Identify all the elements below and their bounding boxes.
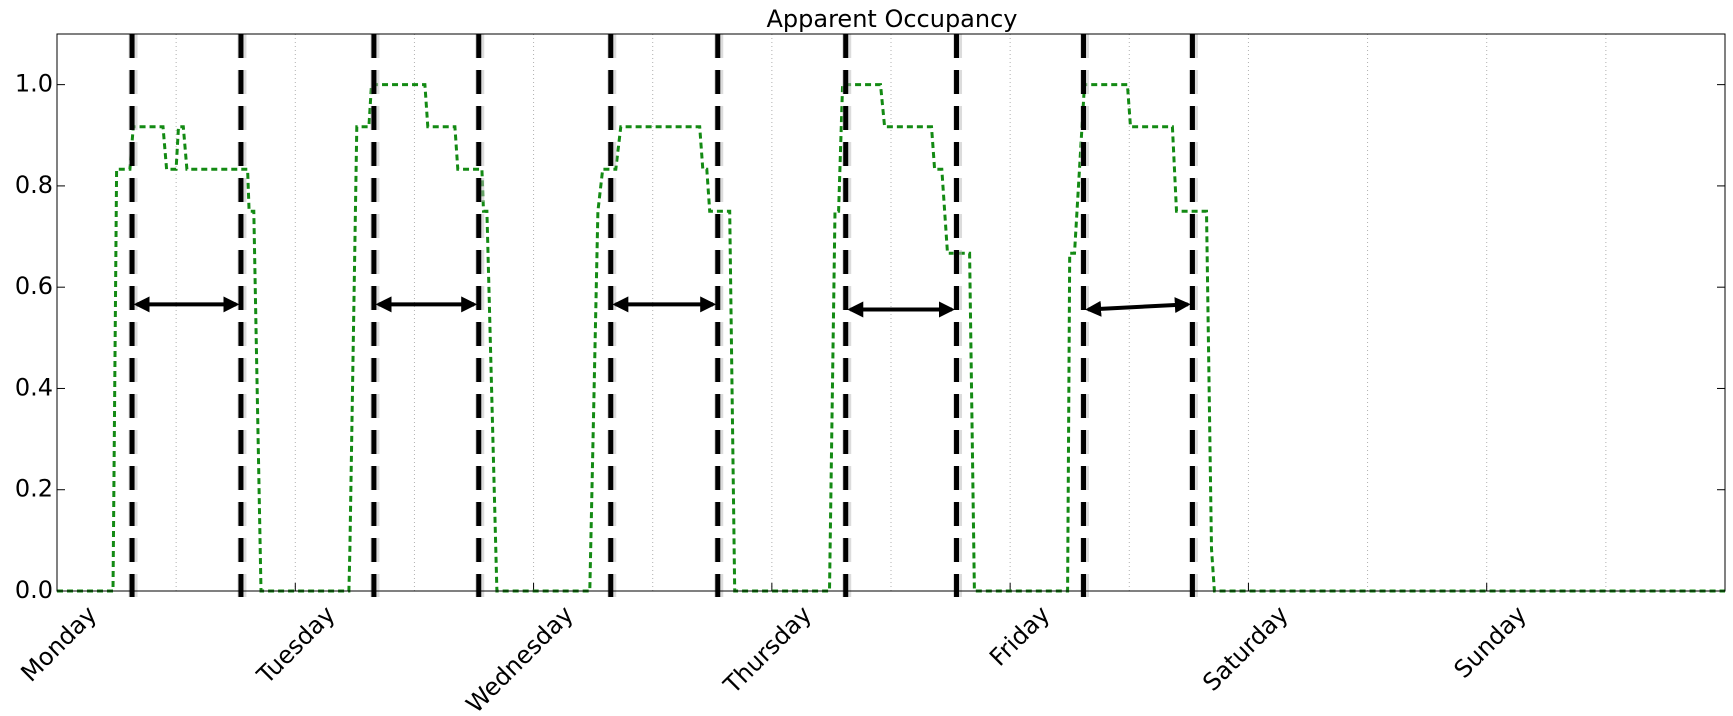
x-tick-label: Saturday	[1197, 600, 1293, 696]
y-tick-label: 0.0	[15, 576, 53, 604]
y-tick-label: 0.6	[15, 272, 53, 300]
y-tick-label: 0.4	[15, 373, 53, 401]
x-tick-label: Friday	[984, 600, 1055, 671]
y-tick-label: 0.8	[15, 171, 53, 199]
x-tick-label: Sunday	[1449, 600, 1532, 683]
y-tick-label: 1.0	[15, 70, 53, 98]
chart-title: Apparent Occupancy	[767, 5, 1018, 33]
x-tick-label: Wednesday	[461, 600, 579, 712]
x-tick-label: Tuesday	[251, 600, 341, 690]
y-tick-label: 0.2	[15, 475, 53, 503]
duration-arrow	[1085, 297, 1191, 317]
occupancy-line	[57, 83, 1725, 593]
x-tick-label: Thursday	[718, 600, 817, 699]
x-tick-label: Monday	[15, 600, 102, 687]
plot-frame	[56, 33, 1726, 592]
